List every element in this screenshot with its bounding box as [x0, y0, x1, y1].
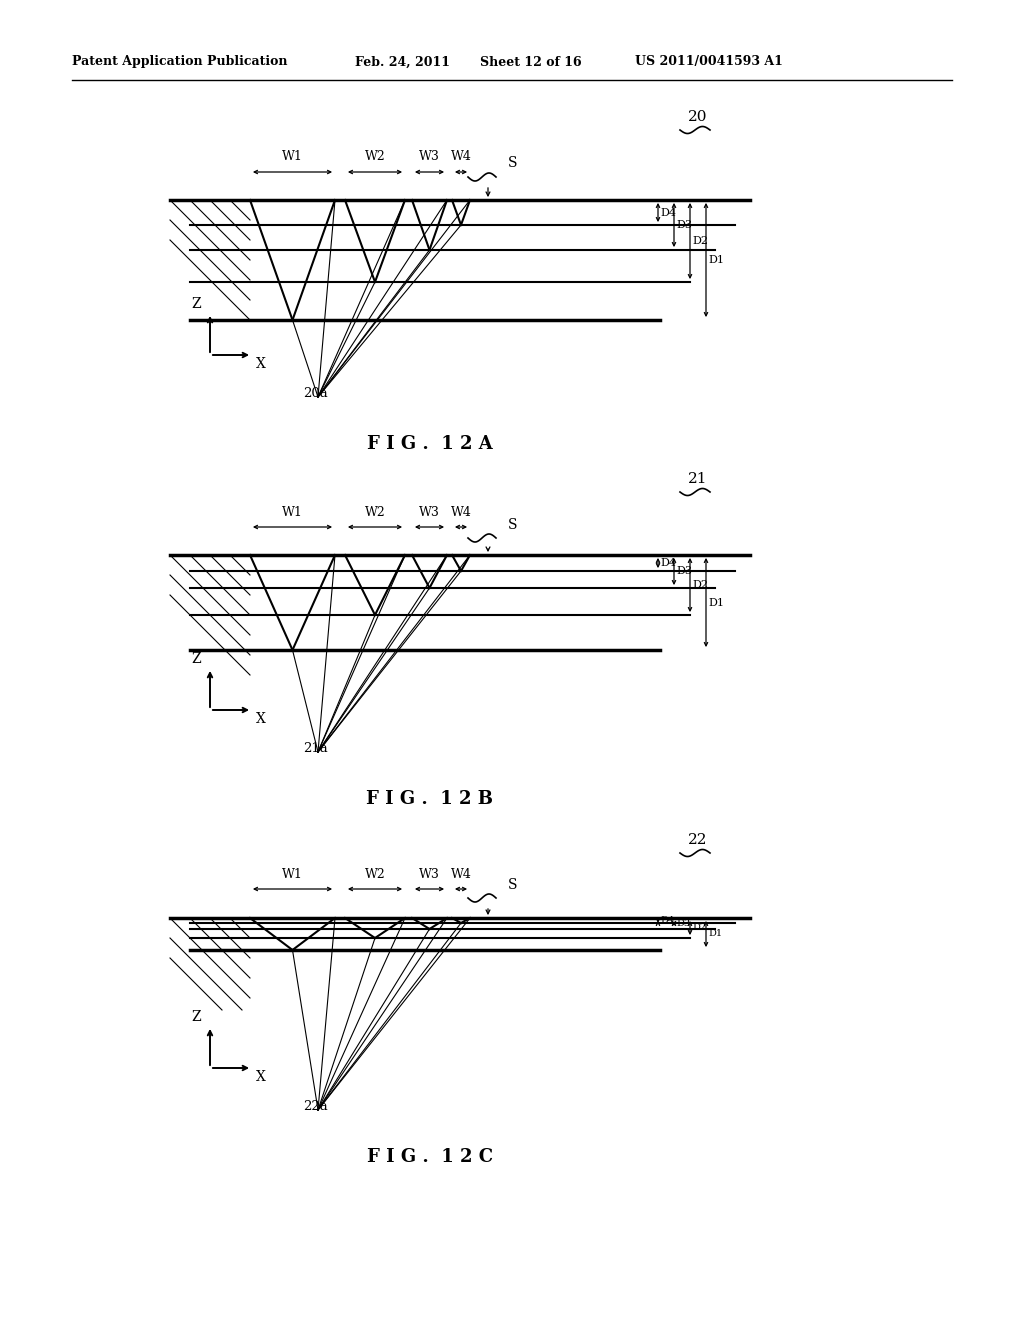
Text: 21: 21: [688, 473, 708, 486]
Text: Patent Application Publication: Patent Application Publication: [72, 55, 288, 69]
Text: W2: W2: [365, 150, 385, 164]
Text: D2: D2: [692, 579, 708, 590]
Text: W1: W1: [282, 150, 303, 164]
Text: W1: W1: [282, 506, 303, 519]
Text: S: S: [508, 156, 517, 170]
Text: W1: W1: [282, 867, 303, 880]
Text: S: S: [508, 878, 517, 892]
Text: W3: W3: [419, 150, 440, 164]
Text: D2: D2: [692, 924, 707, 932]
Text: W2: W2: [365, 506, 385, 519]
Text: 20a: 20a: [303, 387, 328, 400]
Text: W4: W4: [451, 867, 471, 880]
Text: 22a: 22a: [303, 1100, 328, 1113]
Text: X: X: [256, 356, 266, 371]
Text: W3: W3: [419, 867, 440, 880]
Text: D3: D3: [676, 566, 692, 577]
Text: W3: W3: [419, 506, 440, 519]
Text: W4: W4: [451, 506, 471, 519]
Text: D4: D4: [660, 558, 676, 568]
Text: F I G .  1 2 B: F I G . 1 2 B: [367, 789, 494, 808]
Text: Z: Z: [191, 652, 201, 667]
Text: F I G .  1 2 A: F I G . 1 2 A: [368, 436, 493, 453]
Text: 21a: 21a: [303, 742, 328, 755]
Text: 20: 20: [688, 110, 708, 124]
Text: Z: Z: [191, 297, 201, 312]
Text: D3: D3: [676, 220, 692, 230]
Text: Sheet 12 of 16: Sheet 12 of 16: [480, 55, 582, 69]
Text: D4: D4: [660, 207, 676, 218]
Text: D1: D1: [708, 929, 722, 939]
Text: W2: W2: [365, 867, 385, 880]
Text: X: X: [256, 711, 266, 726]
Text: US 2011/0041593 A1: US 2011/0041593 A1: [635, 55, 783, 69]
Text: F I G .  1 2 C: F I G . 1 2 C: [367, 1148, 494, 1166]
Text: W4: W4: [451, 150, 471, 164]
Text: D3: D3: [676, 919, 690, 928]
Text: Feb. 24, 2011: Feb. 24, 2011: [355, 55, 450, 69]
Text: D1: D1: [708, 255, 724, 265]
Text: 22: 22: [688, 833, 708, 847]
Text: D2: D2: [692, 236, 708, 246]
Text: Z: Z: [191, 1010, 201, 1024]
Text: D4: D4: [660, 916, 674, 925]
Text: X: X: [256, 1071, 266, 1084]
Text: S: S: [508, 517, 517, 532]
Text: D1: D1: [708, 598, 724, 607]
